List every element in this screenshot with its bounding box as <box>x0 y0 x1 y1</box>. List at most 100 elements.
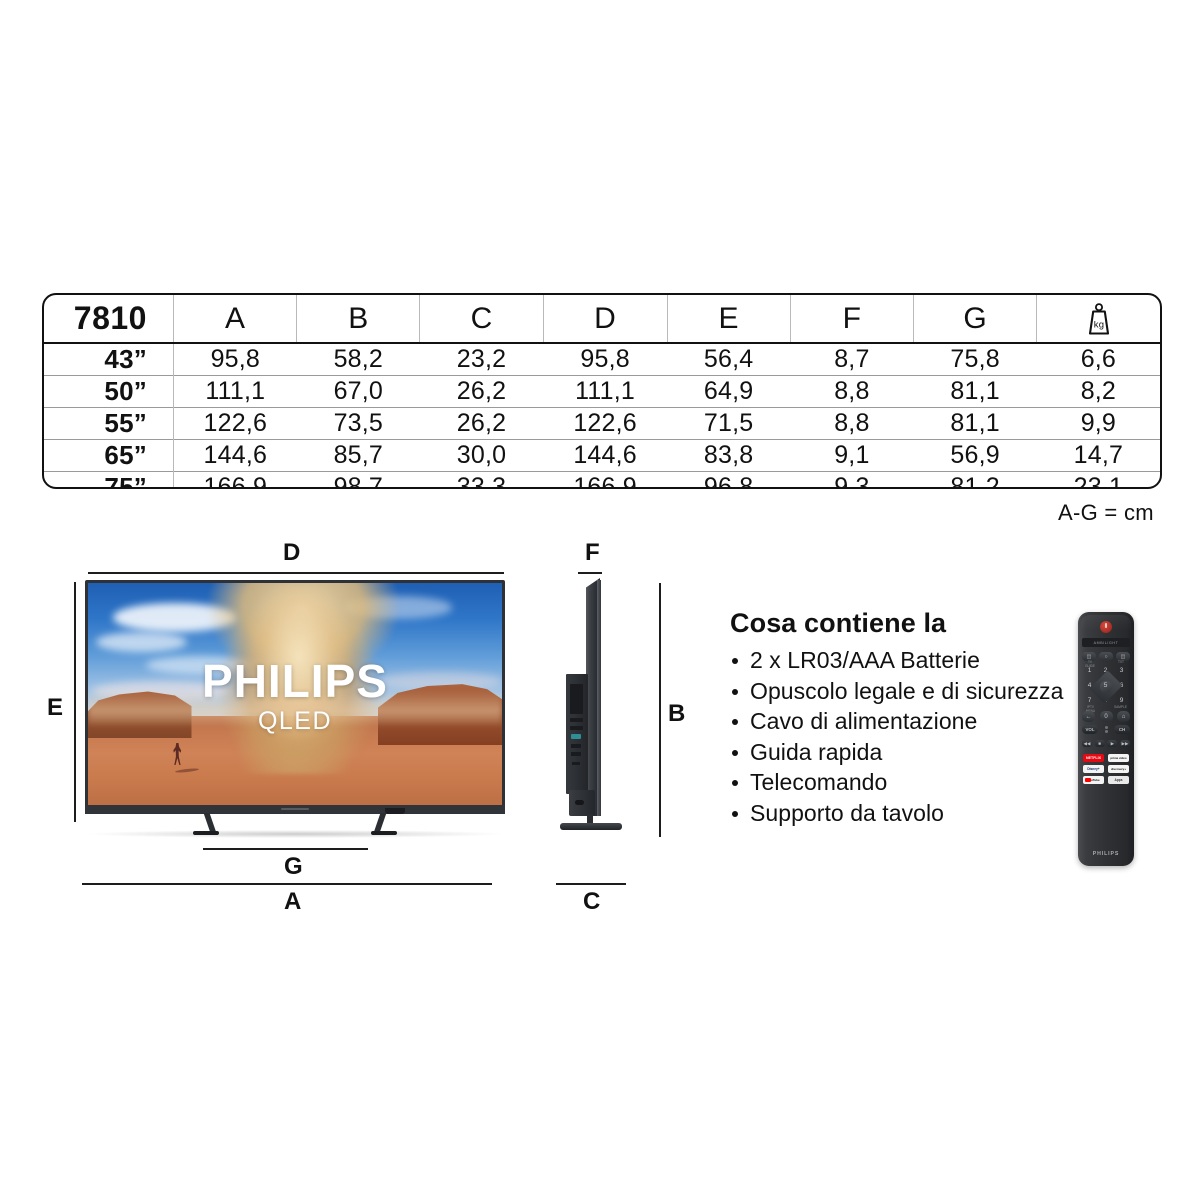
screen-haze <box>88 689 502 726</box>
cell-55-f: 8,8 <box>834 409 870 437</box>
screen-brand-qled: QLED <box>257 707 333 736</box>
cell-55-e: 71,5 <box>703 409 754 437</box>
stop-icon[interactable]: ■ <box>1094 740 1105 747</box>
col-header-a: A <box>173 295 298 343</box>
num-key-5[interactable]: 5 <box>1103 682 1108 689</box>
dim-label-a: A <box>284 888 302 915</box>
cell-43-e: 56,4 <box>703 345 754 373</box>
num-key-4[interactable]: 4 <box>1087 682 1092 689</box>
row-size-55: 55” <box>44 407 174 440</box>
table-body: 43” 95,8 58,2 23,2 95,8 56,4 8,7 75,8 6,… <box>44 343 1160 489</box>
tv-chin-bar <box>85 805 505 814</box>
cell-50-f: 8,8 <box>834 377 870 405</box>
screen-brand-philips: PHILIPS <box>202 655 388 708</box>
volume-rocker[interactable]: VOL <box>1082 725 1098 734</box>
cell-55-weight: 9,9 <box>1080 409 1117 437</box>
forward-icon[interactable]: ▶▶ <box>1119 740 1130 747</box>
tv-side-port <box>571 752 581 756</box>
app-button-disney-plus[interactable]: Disney+ <box>1083 765 1104 773</box>
home-icon[interactable]: ⌂ <box>1117 711 1130 722</box>
col-header-weight: kg <box>1037 295 1160 343</box>
list-item: Opuscolo legale e di sicurezza <box>730 676 1070 707</box>
cell-50-e: 64,9 <box>703 377 754 405</box>
power-button-icon[interactable] <box>1100 621 1112 633</box>
cell-43-c: 23,2 <box>456 345 507 373</box>
num-key-0[interactable]: 0 <box>1099 711 1113 722</box>
tv-drop-shadow <box>89 830 501 838</box>
cell-65-f: 9,1 <box>834 441 870 469</box>
dim-label-c: C <box>583 888 601 915</box>
rewind-icon[interactable]: ◀◀ <box>1082 740 1092 747</box>
cell-50-b: 67,0 <box>333 377 384 405</box>
cell-43-weight: 6,6 <box>1080 345 1117 373</box>
model-header: 7810 <box>44 295 174 343</box>
svg-text:kg: kg <box>1093 320 1103 331</box>
dim-line-g <box>203 848 368 850</box>
dim-line-b <box>659 583 661 837</box>
table-row: 55” 122,6 73,5 26,2 122,6 71,5 8,8 81,1 … <box>44 407 1160 440</box>
tv-side-slot <box>570 726 583 730</box>
cell-65-a: 144,6 <box>203 441 268 469</box>
dim-label-b: B <box>668 700 686 727</box>
num-key-1[interactable]: 1 <box>1087 667 1092 674</box>
cell-55-d: 122,6 <box>573 409 637 437</box>
list-item: Supporto da tavolo <box>730 798 1070 829</box>
app-button-youtube[interactable]: YouTube <box>1083 776 1104 784</box>
tv-screen: PHILIPS QLED <box>88 583 502 805</box>
channel-rocker[interactable]: CH <box>1114 725 1130 734</box>
cell-50-c: 26,2 <box>456 377 507 405</box>
num-key-7[interactable]: 7 <box>1087 697 1092 704</box>
table-row: 75” 166,9 98,7 33,3 166,9 96,8 9,3 81,2 … <box>44 471 1160 489</box>
tv-side-panel <box>586 578 600 816</box>
num-key-3[interactable]: 3 <box>1119 667 1124 674</box>
source-icon[interactable]: ◫ <box>1082 652 1096 661</box>
tv-side-stand-base <box>560 823 622 830</box>
app-button-apps[interactable]: Apps <box>1108 776 1129 784</box>
num-key-9[interactable]: 9 <box>1119 697 1124 704</box>
play-icon[interactable]: ▶ <box>1107 740 1118 747</box>
cell-65-g: 56,9 <box>950 441 1000 469</box>
cell-75-e: 96,8 <box>703 473 754 489</box>
dim-line-f <box>578 572 602 574</box>
app-button-discovery-plus[interactable]: discovery+ <box>1108 765 1129 773</box>
cell-50-a: 111,1 <box>205 377 266 405</box>
back-icon[interactable]: ← <box>1082 711 1095 722</box>
cell-75-c: 33,3 <box>456 473 507 489</box>
col-header-g: G <box>913 295 1038 343</box>
mute-dots-icon[interactable] <box>1102 725 1110 734</box>
cell-75-f: 9,3 <box>834 473 870 489</box>
dim-line-e <box>74 582 76 822</box>
box-contents-section: Cosa contiene la 2 x LR03/AAA Batterie O… <box>730 608 1070 828</box>
cell-50-g: 81,1 <box>950 377 1000 405</box>
ok-button[interactable] <box>1100 681 1112 693</box>
col-header-c: C <box>419 295 544 343</box>
box-contents-list: 2 x LR03/AAA Batterie Opuscolo legale e … <box>730 645 1070 828</box>
units-note: A-G = cm <box>1058 500 1154 525</box>
remote-control: AMBILIGHT ◫ ○ ◫ 1 2 3 4 6 7 8 9 5 TV GUI… <box>1078 612 1134 866</box>
dim-label-f: F <box>585 539 600 566</box>
subtitle-icon[interactable]: ◫ <box>1116 652 1130 661</box>
tv-side-port-teal <box>571 734 581 739</box>
dim-line-a <box>82 883 492 885</box>
app-button-netflix[interactable]: NETFLIX <box>1083 754 1104 762</box>
remote-top-button-row: ◫ ○ ◫ <box>1082 652 1130 661</box>
ambilight-button[interactable]: AMBILIGHT <box>1082 638 1130 647</box>
cell-55-g: 81,1 <box>950 409 1000 437</box>
cell-75-g: 81,2 <box>950 473 1000 489</box>
txt-micro-label: TXT <box>1117 660 1125 664</box>
search-icon[interactable]: ○ <box>1099 652 1113 661</box>
col-header-f: F <box>790 295 915 343</box>
row-size-43: 43” <box>44 343 174 376</box>
table-header-row: 7810 A B C D E F G kg <box>44 295 1160 343</box>
col-header-b: B <box>296 295 421 343</box>
dimensions-table: 7810 A B C D E F G kg <box>42 293 1162 489</box>
remote-numpad-and-navpad: 1 2 3 4 6 7 8 9 5 TV GUIDE TXT IPTV MENU… <box>1083 660 1129 713</box>
table-row: 65” 144,6 85,7 30,0 144,6 83,8 9,1 56,9 … <box>44 439 1160 472</box>
remote-transport-row: ◀◀ ■ ▶ ▶▶ <box>1082 740 1130 747</box>
sample-micro-label: SAMPLE <box>1114 705 1127 709</box>
kg-weight-icon: kg <box>1084 302 1114 336</box>
tv-side-view <box>556 578 626 840</box>
screen-running-figure <box>173 743 182 766</box>
app-button-prime-video[interactable]: prime video <box>1108 754 1129 762</box>
